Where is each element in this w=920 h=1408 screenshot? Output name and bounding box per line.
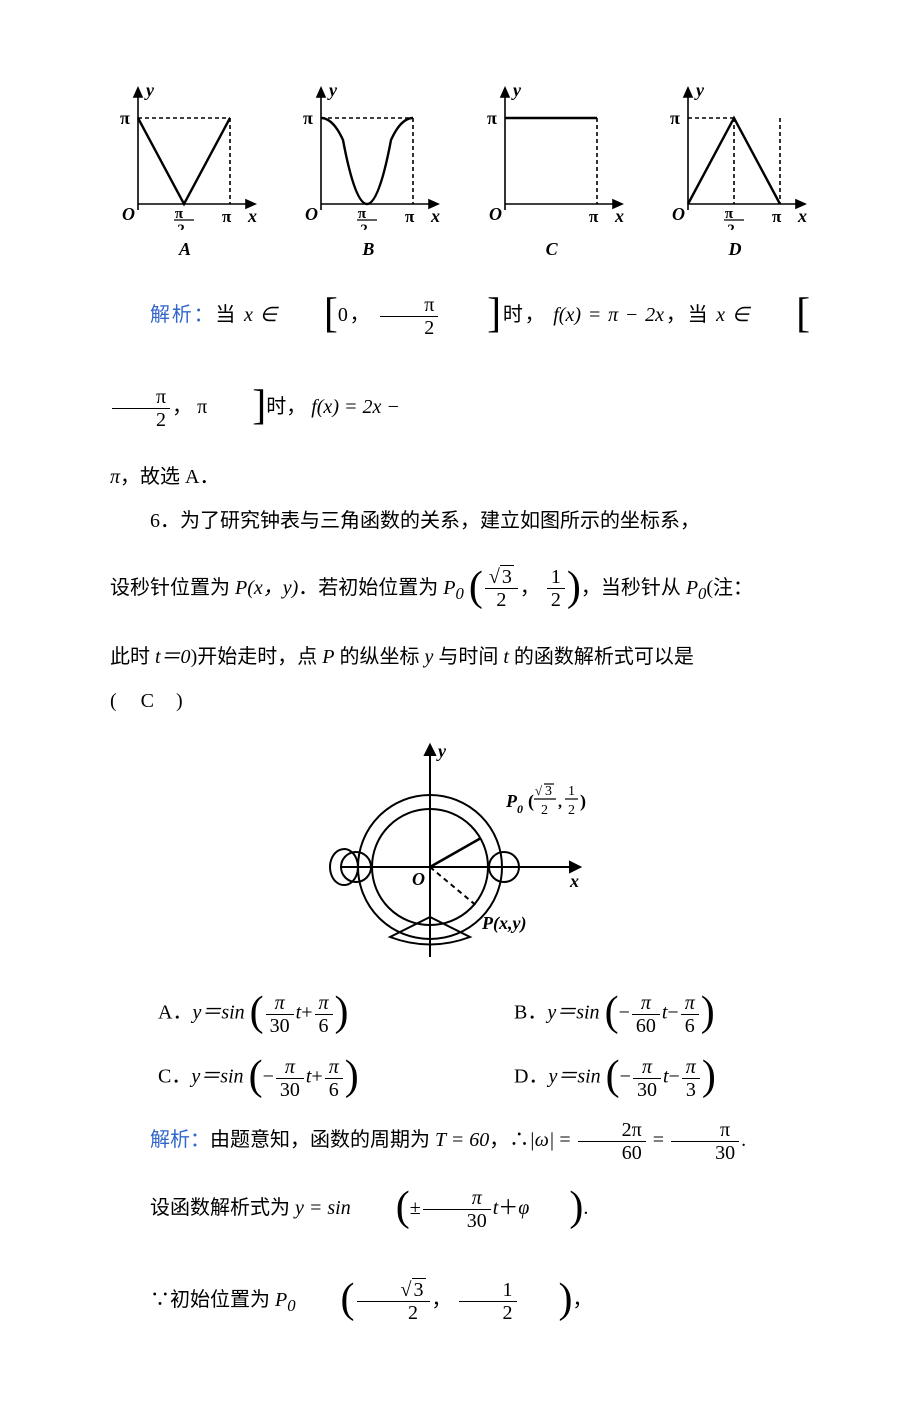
graph-C-svg: y π O π x <box>477 80 627 230</box>
svg-text:y: y <box>436 741 447 761</box>
q6-line2: 设秒针位置为 P(x，y)．若初始位置为 P0 (32， 12)，当秒针从 P0… <box>110 543 810 635</box>
graph-B-svg: y π O π 2 π x <box>293 80 443 230</box>
svg-text:2: 2 <box>727 222 735 230</box>
option-D: D．y＝sin (−π30t−π3) <box>514 1054 810 1102</box>
svg-text:√: √ <box>535 783 543 798</box>
graph-D-svg: y π O π 2 π x <box>660 80 810 230</box>
svg-text:O: O <box>305 204 318 224</box>
ytick-pi: π <box>120 108 130 128</box>
q6-line3: 此时 t＝0)开始走时，点 P 的纵坐标 y 与时间 t 的函数解析式可以是 <box>110 635 810 679</box>
svg-text:x: x <box>569 871 579 891</box>
svg-text:π: π <box>772 207 782 226</box>
axis-y-label: y <box>144 80 155 100</box>
svg-text:,: , <box>558 794 562 811</box>
svg-text:π: π <box>670 108 680 128</box>
explain6-line2: 设函数解析式为 y = sin (±π30t＋φ). <box>110 1163 810 1255</box>
q6-line1: 6．为了研究钟表与三角函数的关系，建立如图所示的坐标系， <box>110 499 810 543</box>
svg-text:2: 2 <box>361 222 369 230</box>
svg-text:P0: P0 <box>505 791 523 816</box>
option-B: B．y＝sin (−π60t−π6) <box>514 990 810 1038</box>
svg-text:y: y <box>694 80 705 100</box>
graph-label-A: A <box>110 239 260 260</box>
svg-text:π: π <box>589 207 599 226</box>
explain5-para2: π，故选 A． <box>110 455 810 499</box>
graph-A-svg: y π O π 2 π x <box>110 80 260 230</box>
svg-text:3: 3 <box>545 784 552 799</box>
graph-B: y π O π 2 π x B <box>293 80 443 260</box>
graph-C: y π O π x C <box>477 80 627 260</box>
svg-text:O: O <box>412 869 425 889</box>
xtick-end: π <box>222 207 232 226</box>
options: A．y＝sin (π30t+π6) B．y＝sin (−π60t−π6) C．y… <box>158 990 810 1102</box>
svg-text:x: x <box>614 206 624 226</box>
svg-text:): ) <box>580 791 586 812</box>
graph-D: y π O π 2 π x D <box>660 80 810 260</box>
option-A: A．y＝sin (π30t+π6) <box>158 990 454 1038</box>
origin: O <box>122 204 135 224</box>
graph-A: y π O π 2 π x A <box>110 80 260 260</box>
option-C: C．y＝sin (−π30t+π6) <box>158 1054 454 1102</box>
explain6-label: 解析： <box>150 1129 210 1151</box>
graph-label-C: C <box>477 239 627 260</box>
q6-answer-line: ( C ) <box>110 679 810 723</box>
graph-label-D: D <box>660 239 810 260</box>
clock-svg: y x O P0 ( √ 3 2 , 1 2 ) P(x,y) <box>310 737 610 967</box>
svg-text:y: y <box>327 80 338 100</box>
svg-text:2: 2 <box>568 803 575 818</box>
svg-text:2: 2 <box>541 803 548 818</box>
graphs-row: y π O π 2 π x A <box>110 80 810 260</box>
svg-text:π: π <box>405 207 415 226</box>
explain6-line1: 解析：由题意知，函数的周期为 T = 60，∴|ω| = 2π60 = π30. <box>110 1118 810 1163</box>
svg-text:O: O <box>489 204 502 224</box>
clock-figure: y x O P0 ( √ 3 2 , 1 2 ) P(x,y) <box>110 737 810 972</box>
xtick-mid-den: 2 <box>177 222 185 230</box>
svg-text:(: ( <box>528 791 534 812</box>
axis-x-label: x <box>247 206 257 226</box>
explain-label: 解析： <box>150 304 215 326</box>
svg-text:x: x <box>430 206 440 226</box>
svg-text:1: 1 <box>568 784 575 799</box>
explain5-para: 解析：当 x ∈ [0， π2 ]时， f(x) = π − 2x，当 x ∈ … <box>110 270 810 455</box>
svg-text:O: O <box>672 204 685 224</box>
svg-text:P(x,y): P(x,y) <box>481 913 526 934</box>
svg-text:x: x <box>797 206 807 226</box>
svg-text:π: π <box>303 108 313 128</box>
svg-text:π: π <box>487 108 497 128</box>
svg-text:y: y <box>511 80 522 100</box>
graph-label-B: B <box>293 239 443 260</box>
